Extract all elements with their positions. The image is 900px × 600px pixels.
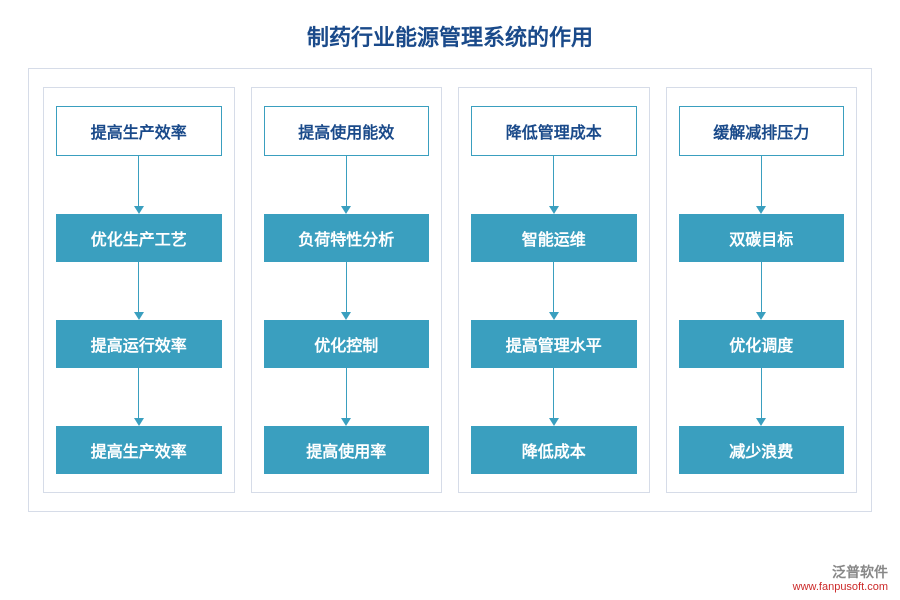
flow-box: 优化控制 — [264, 320, 430, 368]
column-3: 缓解减排压力 双碳目标 优化调度 减少浪费 — [666, 87, 858, 493]
watermark-brand: 泛普软件 — [793, 564, 888, 581]
flow-box: 提高生产效率 — [56, 426, 222, 474]
page-title: 制药行业能源管理系统的作用 — [0, 0, 900, 68]
column-1: 提高使用能效 负荷特性分析 优化控制 提高使用率 — [251, 87, 443, 493]
column-2: 降低管理成本 智能运维 提高管理水平 降低成本 — [458, 87, 650, 493]
flow-box: 智能运维 — [471, 214, 637, 262]
column-header: 提高使用能效 — [264, 106, 430, 156]
arrow-down-icon — [134, 262, 144, 320]
column-0: 提高生产效率 优化生产工艺 提高运行效率 提高生产效率 — [43, 87, 235, 493]
column-header: 降低管理成本 — [471, 106, 637, 156]
column-header: 缓解减排压力 — [679, 106, 845, 156]
arrow-down-icon — [134, 368, 144, 426]
flow-box: 双碳目标 — [679, 214, 845, 262]
outer-panel: 提高生产效率 优化生产工艺 提高运行效率 提高生产效率 提高使用能效 负荷特性分… — [28, 68, 872, 512]
arrow-down-icon — [341, 262, 351, 320]
flow-box: 负荷特性分析 — [264, 214, 430, 262]
watermark: 泛普软件 www.fanpusoft.com — [793, 564, 888, 594]
arrow-down-icon — [341, 368, 351, 426]
flow-box: 降低成本 — [471, 426, 637, 474]
column-header: 提高生产效率 — [56, 106, 222, 156]
flow-box: 优化生产工艺 — [56, 214, 222, 262]
flow-box: 减少浪费 — [679, 426, 845, 474]
flow-box: 提高运行效率 — [56, 320, 222, 368]
arrow-down-icon — [549, 368, 559, 426]
arrow-down-icon — [341, 156, 351, 214]
flow-box: 优化调度 — [679, 320, 845, 368]
watermark-url: www.fanpusoft.com — [793, 581, 888, 594]
arrow-down-icon — [549, 262, 559, 320]
arrow-down-icon — [134, 156, 144, 214]
flow-box: 提高使用率 — [264, 426, 430, 474]
arrow-down-icon — [756, 262, 766, 320]
arrow-down-icon — [549, 156, 559, 214]
flow-box: 提高管理水平 — [471, 320, 637, 368]
arrow-down-icon — [756, 156, 766, 214]
arrow-down-icon — [756, 368, 766, 426]
